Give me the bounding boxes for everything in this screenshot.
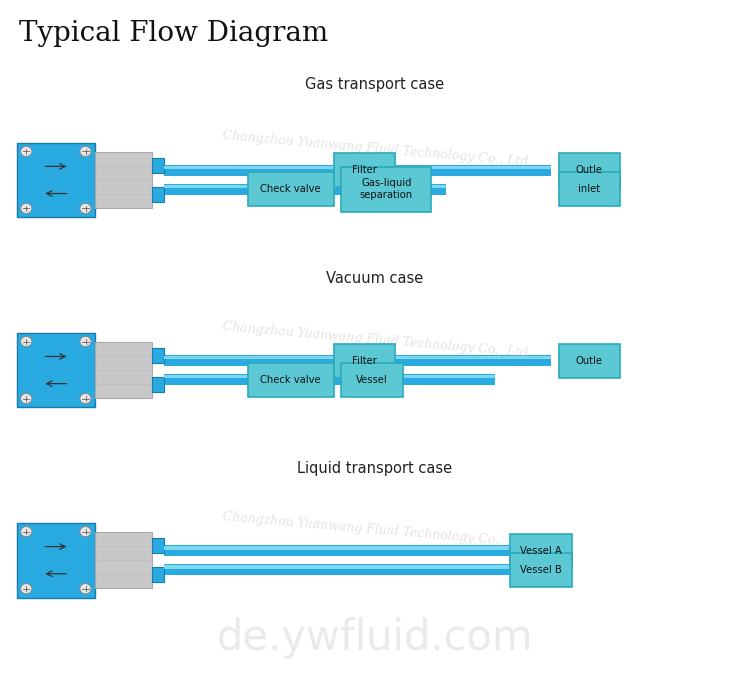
- Bar: [164, 545, 551, 556]
- Bar: [341, 363, 403, 397]
- Text: Check valve: Check valve: [260, 375, 321, 384]
- Bar: [164, 355, 551, 366]
- Text: Check valve: Check valve: [260, 185, 321, 194]
- Bar: [164, 165, 551, 176]
- Circle shape: [80, 337, 92, 346]
- Text: de.ywfluid.com: de.ywfluid.com: [217, 617, 533, 659]
- Circle shape: [80, 527, 92, 536]
- Text: Vessel A: Vessel A: [520, 546, 562, 555]
- Bar: [16, 143, 95, 217]
- Bar: [559, 172, 620, 206]
- Bar: [152, 158, 164, 173]
- Bar: [164, 166, 551, 169]
- Circle shape: [80, 394, 92, 403]
- Text: Changzhou Yuanwang Fluid Technology Co., Ltd: Changzhou Yuanwang Fluid Technology Co.,…: [222, 130, 528, 169]
- Bar: [510, 553, 572, 587]
- Circle shape: [20, 394, 32, 403]
- Text: Filter: Filter: [352, 166, 377, 175]
- Text: Vessel: Vessel: [356, 375, 388, 384]
- Circle shape: [80, 204, 92, 213]
- Bar: [95, 532, 152, 588]
- Text: Filter: Filter: [352, 356, 377, 365]
- Bar: [559, 344, 620, 378]
- Circle shape: [20, 204, 32, 213]
- Text: Vessel B: Vessel B: [520, 565, 562, 574]
- Bar: [334, 344, 395, 378]
- Bar: [164, 185, 446, 188]
- Bar: [334, 153, 395, 187]
- Bar: [152, 538, 164, 553]
- Bar: [152, 187, 164, 202]
- Text: Gas-liquid
separation: Gas-liquid separation: [360, 179, 413, 200]
- Bar: [16, 523, 95, 598]
- Circle shape: [80, 147, 92, 157]
- Bar: [248, 172, 334, 206]
- Circle shape: [80, 583, 92, 593]
- Bar: [152, 567, 164, 582]
- Bar: [152, 348, 164, 363]
- Bar: [164, 375, 495, 378]
- Circle shape: [20, 147, 32, 157]
- Circle shape: [20, 527, 32, 536]
- Text: Outle: Outle: [576, 166, 603, 175]
- Bar: [164, 564, 551, 575]
- Bar: [164, 546, 551, 549]
- Bar: [164, 356, 551, 359]
- Text: Vacuum case: Vacuum case: [326, 271, 424, 286]
- Text: Outle: Outle: [576, 356, 603, 365]
- Bar: [559, 153, 620, 187]
- Bar: [510, 534, 572, 568]
- Text: inlet: inlet: [578, 185, 601, 194]
- Text: Typical Flow Diagram: Typical Flow Diagram: [19, 20, 328, 48]
- Text: Changzhou Yuanwang Fluid Technology Co., Ltd: Changzhou Yuanwang Fluid Technology Co.,…: [222, 320, 528, 359]
- Bar: [16, 333, 95, 407]
- Bar: [95, 152, 152, 208]
- Bar: [341, 167, 431, 212]
- Bar: [164, 184, 446, 195]
- Text: Liquid transport case: Liquid transport case: [298, 461, 452, 476]
- Circle shape: [20, 337, 32, 346]
- Bar: [95, 342, 152, 398]
- Text: Gas transport case: Gas transport case: [305, 77, 445, 92]
- Circle shape: [20, 583, 32, 593]
- Bar: [164, 565, 551, 568]
- Bar: [164, 374, 495, 385]
- Bar: [248, 363, 334, 397]
- Bar: [152, 377, 164, 392]
- Text: Changzhou Yuanwang Fluid Technology Co., Ltd: Changzhou Yuanwang Fluid Technology Co.,…: [222, 510, 528, 549]
